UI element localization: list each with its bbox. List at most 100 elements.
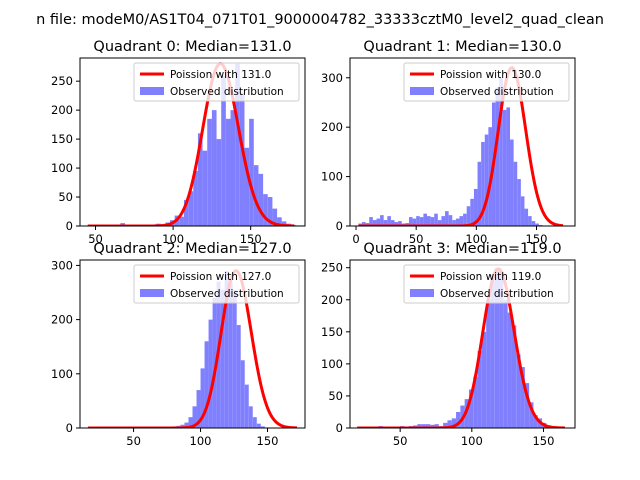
subplot-title: Quadrant 0: Median=131.0 (93, 39, 291, 55)
histogram-bar (412, 218, 417, 226)
legend-box (133, 62, 300, 102)
poisson-fit-line (356, 267, 566, 428)
legend: Poission with 130.0 Observed distribution (403, 62, 570, 102)
histogram-bar (200, 368, 205, 428)
legend-label-observed: Observed distribution (170, 86, 284, 98)
legend: Poission with 119.0 Observed distribution (403, 264, 570, 304)
legend: Poission with 127.0 Observed distribution (133, 264, 300, 304)
y-tick-label: 250 (51, 74, 73, 88)
histogram-bar (425, 424, 431, 428)
histogram-bar (452, 220, 456, 226)
histogram-bar (232, 289, 237, 428)
histogram-bar (517, 179, 521, 226)
legend: Poission with 131.0 Observed distribution (133, 62, 300, 102)
x-tick-label: 150 (526, 232, 548, 246)
histogram-bar (398, 221, 402, 226)
histogram-bar (434, 213, 438, 226)
histogram-bar (387, 216, 391, 226)
histogram-bar (236, 325, 241, 428)
histogram-bar (277, 217, 282, 226)
legend-hist-swatch (410, 289, 434, 297)
histogram-bar (499, 270, 504, 428)
histogram-bar (451, 418, 457, 428)
histogram-bar (524, 383, 530, 428)
histogram-bar (447, 420, 452, 428)
histogram-bar (503, 299, 508, 428)
histogram-bar (533, 415, 538, 428)
histogram-bar (197, 133, 203, 226)
histogram-bar (445, 211, 449, 226)
subplot-title: Quadrant 1: Median=130.0 (363, 39, 561, 55)
histogram-bar (183, 199, 189, 226)
histogram-bar (228, 281, 233, 428)
legend-hist-swatch (410, 87, 434, 95)
histogram-bar (235, 63, 240, 226)
x-tick-label: 50 (393, 434, 408, 448)
histogram-bar (510, 139, 514, 226)
histogram-bar (225, 118, 231, 226)
histogram-bar (535, 223, 539, 226)
histogram-bar (179, 216, 184, 226)
y-tick-label: 150 (51, 132, 73, 146)
histogram-bar (383, 220, 388, 226)
x-tick-label: 150 (532, 434, 554, 448)
histogram-bar (408, 217, 413, 226)
histogram-bar (372, 220, 377, 226)
histogram-bar (184, 422, 189, 428)
x-tick-label: 50 (126, 434, 141, 448)
y-tick-label: 100 (321, 357, 343, 371)
histogram-bar (267, 197, 273, 226)
x-tick-label: 150 (257, 434, 279, 448)
y-tick-label: 100 (51, 161, 73, 175)
x-tick-label: 150 (240, 232, 262, 246)
histogram-bar (208, 319, 213, 428)
histogram-bar (456, 411, 461, 428)
x-tick-label: 50 (88, 232, 103, 246)
y-tick-label: 0 (336, 421, 343, 435)
histogram-bar (437, 220, 442, 226)
histogram-bar (188, 417, 193, 428)
histogram-bar (230, 110, 236, 226)
subplot-quadrant-2: 50 100 150 0 100 200 300 Poission with 127.0 Obs… (51, 241, 306, 448)
histogram-bar (188, 191, 194, 226)
histogram-bar (443, 422, 448, 428)
histogram-bar (239, 92, 245, 226)
histogram-bar (193, 170, 198, 226)
histogram-bar (390, 220, 395, 226)
x-tick-label: 50 (409, 232, 424, 246)
x-tick-label: 0 (352, 232, 359, 246)
y-tick-label: 300 (51, 258, 73, 272)
histogram-bar (272, 208, 278, 226)
histogram-bars (357, 267, 564, 428)
histogram-bar (513, 161, 518, 226)
histogram-bar (256, 423, 261, 428)
histogram-bar (244, 384, 249, 428)
y-tick-label: 200 (51, 313, 73, 327)
y-tick-label: 300 (321, 71, 343, 85)
histogram-bar (249, 118, 254, 226)
x-tick-label: 100 (461, 434, 483, 448)
histogram-bar (516, 354, 521, 428)
histogram-bar (263, 194, 268, 226)
poisson-fit-line (87, 62, 295, 226)
legend-label-fit: Poission with 130.0 (440, 69, 541, 81)
legend-label-observed: Observed distribution (440, 288, 554, 300)
histogram-bar (466, 206, 471, 226)
x-tick-label: 100 (190, 434, 212, 448)
histogram-bar (459, 216, 464, 226)
axes-frame (349, 259, 576, 429)
histogram-bar (520, 196, 525, 226)
histogram-bar (224, 270, 229, 428)
histogram-bar (473, 376, 478, 428)
legend-box (133, 264, 300, 304)
histogram-bar (470, 198, 474, 226)
histogram-bar (240, 360, 245, 428)
histogram-bar (484, 134, 489, 226)
legend-hist-swatch (140, 289, 164, 297)
histogram-bar (430, 424, 435, 428)
histogram-bar (380, 215, 384, 226)
histogram-bar (369, 217, 373, 226)
histogram-bar (528, 216, 532, 226)
legend-label-observed: Observed distribution (170, 288, 284, 300)
